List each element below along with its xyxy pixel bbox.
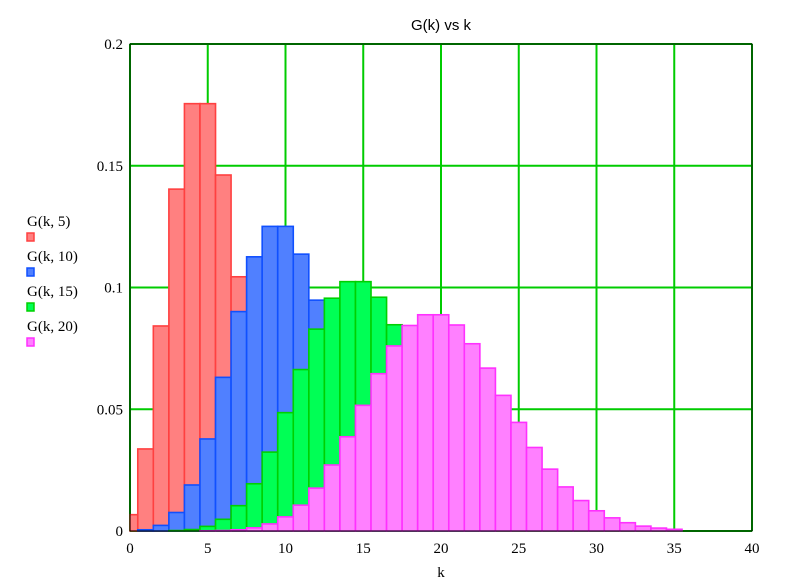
bar-series-3 xyxy=(230,504,248,532)
bar-series-4 xyxy=(308,487,326,532)
bar-series-4 xyxy=(339,435,357,532)
bar-series-4 xyxy=(510,421,528,532)
bar-series-4 xyxy=(292,504,310,532)
y-tick-label: 0.05 xyxy=(97,402,123,418)
bar-series-4 xyxy=(587,509,606,532)
bar-series-4 xyxy=(556,486,574,532)
bar-series-2 xyxy=(199,438,217,532)
legend: G(k, 5) G(k, 10) G(k, 15) G(k, 20) xyxy=(26,214,78,347)
legend-swatch xyxy=(26,267,35,277)
bar-series-1 xyxy=(183,102,201,532)
bar-series-4 xyxy=(432,313,450,532)
bar-series-2 xyxy=(152,524,170,532)
bar-series-4 xyxy=(603,517,621,532)
bar-series-4 xyxy=(276,516,295,532)
legend-label: G(k, 20) xyxy=(27,319,78,335)
bar-series-4 xyxy=(354,404,372,532)
x-tick-label: 10 xyxy=(278,541,293,557)
bar-series-4 xyxy=(370,372,388,532)
plot-frame xyxy=(129,43,753,532)
legend-swatch xyxy=(26,232,35,242)
bar-series-4 xyxy=(634,525,652,532)
bar-series-2 xyxy=(230,310,248,532)
legend-label: G(k, 15) xyxy=(27,284,78,300)
bar-series-2 xyxy=(214,376,232,532)
y-tick-label: 0 xyxy=(116,524,124,540)
bar-series-4 xyxy=(494,394,512,532)
bar-series-4 xyxy=(385,345,403,532)
bar-series-2 xyxy=(168,511,186,532)
bar-series-1 xyxy=(168,188,186,532)
x-tick-label: 20 xyxy=(434,541,449,557)
bar-series-4 xyxy=(261,523,279,532)
bar-series-4 xyxy=(447,324,466,532)
bar-series-4 xyxy=(572,499,590,532)
x-tick-label: 15 xyxy=(356,541,371,557)
bar-series-3 xyxy=(214,518,232,532)
legend-label: G(k, 10) xyxy=(27,249,78,265)
x-tick-label: 40 xyxy=(745,541,760,557)
bar-series-1 xyxy=(129,513,139,532)
bar-series-4 xyxy=(525,446,543,532)
y-tick-label: 0.2 xyxy=(104,37,123,53)
x-axis-label: k xyxy=(437,565,445,581)
bar-series-3 xyxy=(245,482,263,532)
x-tick-label: 30 xyxy=(589,541,604,557)
bar-series-4 xyxy=(401,324,419,532)
y-tick-label: 0.1 xyxy=(104,281,123,297)
bar-series-1 xyxy=(152,325,170,532)
bar-series-4 xyxy=(619,521,637,532)
legend-swatch xyxy=(26,337,35,347)
bar-series-4 xyxy=(541,468,559,532)
x-tick-label: 5 xyxy=(204,541,212,557)
bar-series-4 xyxy=(479,367,497,532)
x-tick-label: 0 xyxy=(126,541,134,557)
y-tick-label: 0.15 xyxy=(97,159,123,175)
bar-series-3 xyxy=(276,411,295,532)
tick-labels: 0 5 10 15 20 25 30 35 40 0 0.05 0.1 0.15 0.2 xyxy=(97,37,760,557)
legend-label: G(k, 5) xyxy=(27,214,70,230)
chart-title: G(k) vs k xyxy=(411,17,471,34)
bar-series-4 xyxy=(323,464,341,532)
bar-series-2 xyxy=(183,484,201,532)
x-tick-label: 25 xyxy=(511,541,526,557)
bar-series-4 xyxy=(416,313,435,532)
bar-series-1 xyxy=(136,448,155,532)
legend-swatch xyxy=(26,302,35,312)
bar-series-4 xyxy=(463,342,481,532)
bars xyxy=(129,102,683,532)
x-tick-label: 35 xyxy=(667,541,682,557)
bar-series-3 xyxy=(261,451,279,532)
